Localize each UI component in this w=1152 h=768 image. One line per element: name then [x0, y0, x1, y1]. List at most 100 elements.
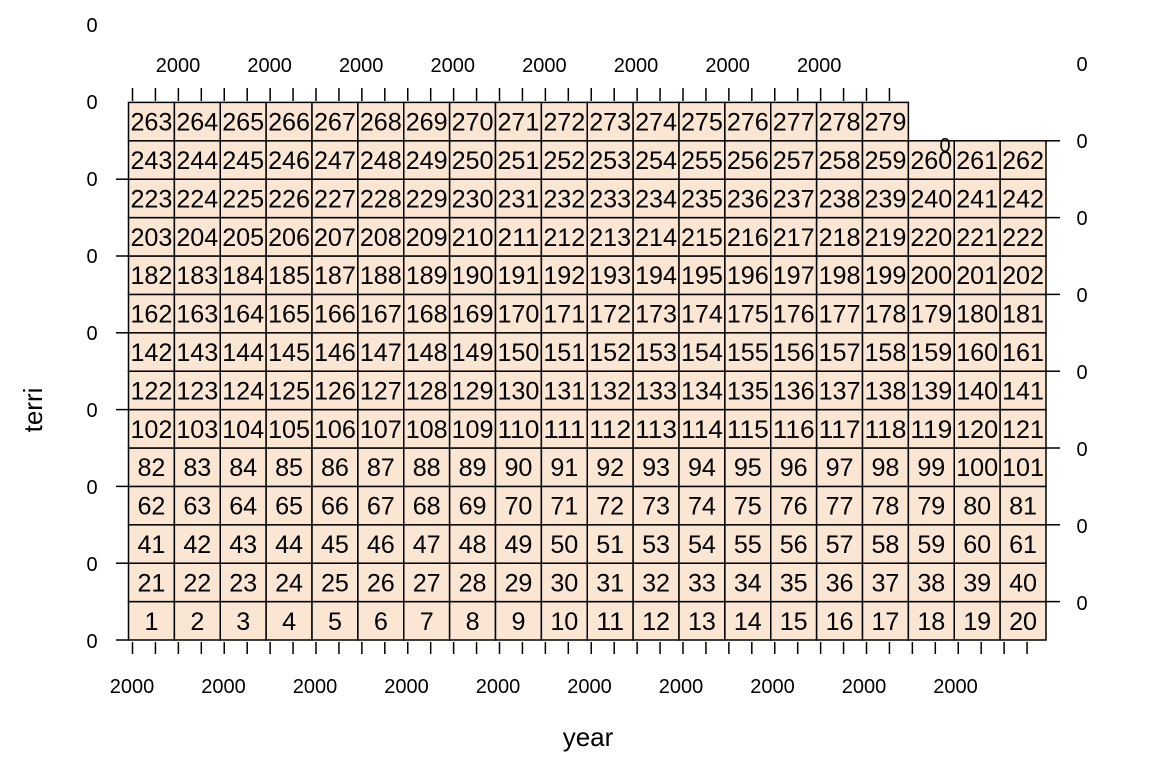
cell-82 — [127, 447, 176, 488]
cell-265 — [219, 101, 267, 142]
cell-label: 2 — [190, 608, 204, 636]
cell-42 — [173, 524, 221, 564]
cell-56 — [770, 524, 818, 564]
cell-label: 189 — [406, 262, 448, 290]
cell-58 — [861, 524, 910, 564]
cell-label: 191 — [497, 262, 539, 290]
cell-label: 94 — [688, 454, 716, 482]
cell-label: 66 — [321, 493, 349, 521]
cell-label: 111 — [543, 416, 585, 444]
cell-54 — [678, 524, 726, 564]
cell-label: 224 — [176, 185, 218, 213]
y-tick-label-right: 0 — [1076, 208, 1087, 230]
cell-label: 239 — [864, 185, 906, 213]
cell-label: 198 — [819, 262, 861, 290]
y-tick-label-right: 0 — [1076, 516, 1087, 538]
cell-label: 81 — [1009, 493, 1037, 521]
cell-2 — [173, 600, 221, 641]
cell-34 — [724, 562, 772, 603]
cell-17 — [861, 600, 910, 641]
cell-231 — [494, 178, 543, 219]
cell-19 — [953, 600, 1001, 641]
cell-label: 163 — [176, 301, 218, 329]
cell-236 — [724, 178, 772, 219]
cell-38 — [907, 562, 955, 603]
cell-label: 1 — [144, 608, 158, 636]
cell-label: 150 — [497, 339, 539, 367]
cell-label: 209 — [406, 224, 448, 252]
cell-label: 41 — [137, 531, 165, 559]
cell-label: 269 — [406, 109, 448, 137]
cell-266 — [265, 101, 313, 142]
cell-label: 180 — [956, 301, 998, 329]
cell-label: 92 — [596, 454, 624, 482]
y-tick-label-left: 0 — [86, 477, 97, 499]
cell-128 — [403, 370, 451, 411]
x-tick-label-top: 2000 — [614, 55, 659, 77]
cell-label: 115 — [727, 416, 769, 444]
cell-label: 63 — [183, 493, 211, 521]
cell-264 — [173, 101, 221, 142]
y-tick-label-left: 0 — [86, 323, 97, 345]
cell-119 — [907, 408, 955, 449]
cell-label: 253 — [589, 147, 631, 175]
cell-label: 187 — [314, 262, 356, 290]
cell-label: 172 — [589, 301, 631, 329]
cell-63 — [173, 485, 221, 526]
cell-label: 127 — [360, 377, 402, 405]
cell-label: 182 — [130, 262, 172, 290]
cell-label: 112 — [589, 416, 631, 444]
cell-label: 264 — [176, 109, 218, 137]
cell-label: 129 — [452, 377, 494, 405]
cell-label: 249 — [406, 147, 448, 175]
cell-label: 107 — [360, 416, 402, 444]
cell-label: 62 — [137, 493, 165, 521]
cell-225 — [219, 178, 267, 219]
cell-label: 100 — [956, 454, 998, 482]
cell-label: 102 — [130, 416, 172, 444]
cell-133 — [632, 370, 680, 411]
cell-label: 257 — [773, 147, 815, 175]
cell-223 — [127, 178, 176, 219]
y-tick-label-right: 0 — [1076, 439, 1087, 461]
cell-label: 271 — [497, 109, 539, 137]
cell-label: 138 — [864, 377, 906, 405]
y-axis-title: terri — [18, 388, 48, 433]
cell-label: 69 — [459, 493, 487, 521]
cell-label: 242 — [1002, 185, 1044, 213]
x-tick-label-top: 2000 — [247, 55, 292, 77]
cell-label: 116 — [773, 416, 815, 444]
cell-label: 29 — [504, 569, 532, 597]
cell-62 — [127, 485, 176, 526]
cell-label: 98 — [871, 454, 899, 482]
cell-label: 255 — [681, 147, 723, 175]
cell-label: 216 — [727, 224, 769, 252]
cell-label: 210 — [452, 224, 494, 252]
cell-label: 68 — [413, 493, 441, 521]
cell-label: 17 — [871, 608, 899, 636]
cell-label: 140 — [956, 377, 998, 405]
x-tick-label-top: 2000 — [522, 55, 567, 77]
y-tick-label-right: 0 — [1076, 285, 1087, 307]
cell-219 — [861, 216, 910, 257]
cell-label: 230 — [452, 185, 494, 213]
cell-label: 266 — [268, 109, 310, 137]
cell-label: 141 — [1002, 377, 1044, 405]
cell-label: 67 — [367, 493, 395, 521]
x-tick-label-top: 2000 — [431, 55, 476, 77]
cell-label: 206 — [268, 224, 310, 252]
cell-label: 47 — [413, 531, 441, 559]
x-tick-label-bottom: 2000 — [567, 676, 612, 698]
cell-197 — [770, 255, 818, 296]
cell-label: 45 — [321, 531, 349, 559]
cell-182 — [127, 255, 176, 296]
cell-label: 179 — [910, 301, 952, 329]
cell-75 — [724, 485, 772, 526]
x-tick-label-bottom: 2000 — [384, 676, 429, 698]
cell-label: 214 — [635, 224, 677, 252]
cell-label: 10 — [550, 608, 578, 636]
cell-25 — [311, 562, 359, 603]
cell-227 — [311, 178, 359, 219]
cell-label: 166 — [314, 301, 356, 329]
